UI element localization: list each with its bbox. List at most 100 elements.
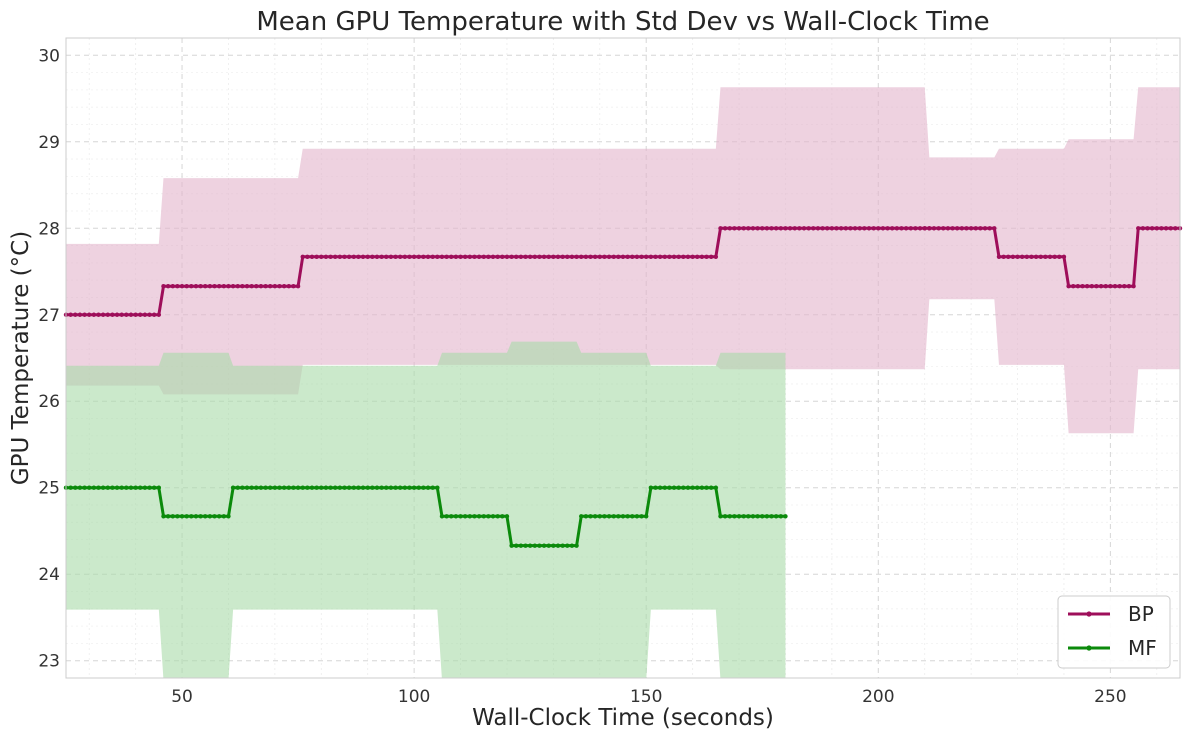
series-marker-bp (773, 226, 779, 231)
series-marker-bp (151, 312, 157, 317)
series-marker-bp (407, 254, 412, 260)
x-tick-label: 100 (398, 687, 430, 707)
series-marker-bp (992, 226, 997, 231)
series-marker-bp (1140, 226, 1146, 231)
y-tick-label: 25 (38, 479, 60, 499)
series-marker-bp (806, 226, 811, 231)
series-marker-mf (476, 514, 482, 519)
series-marker-mf (258, 485, 264, 490)
series-marker-mf (156, 485, 162, 490)
series-marker-mf (458, 514, 463, 519)
series-marker-mf (207, 514, 213, 519)
series-marker-bp (1066, 284, 1071, 289)
series-marker-bp (277, 284, 282, 289)
series-marker-mf (634, 514, 640, 519)
series-marker-mf (323, 485, 329, 490)
series-marker-bp (866, 226, 872, 231)
series-marker-mf (722, 514, 728, 519)
series-marker-bp (87, 312, 92, 317)
series-marker-mf (653, 485, 658, 490)
series-marker-mf (439, 514, 445, 519)
series-marker-bp (704, 254, 709, 260)
series-marker-bp (96, 312, 101, 317)
series-marker-bp (110, 312, 115, 317)
series-marker-bp (1163, 226, 1169, 231)
series-marker-bp (699, 254, 705, 260)
series-marker-mf (351, 485, 356, 490)
series-marker-bp (453, 254, 459, 260)
series-marker-bp (105, 312, 110, 317)
series-marker-mf (133, 485, 138, 490)
series-marker-mf (314, 485, 319, 490)
series-marker-bp (1159, 226, 1164, 231)
series-marker-bp (500, 254, 505, 260)
series-marker-bp (216, 284, 222, 289)
series-marker-bp (221, 284, 227, 289)
series-marker-mf (374, 485, 380, 490)
series-marker-bp (333, 254, 338, 260)
series-marker-bp (797, 226, 802, 231)
series-marker-mf (277, 485, 282, 490)
series-marker-bp (360, 254, 366, 260)
y-tick-label: 30 (38, 46, 60, 66)
series-marker-bp (77, 312, 83, 317)
series-marker-mf (541, 543, 547, 548)
series-marker-bp (175, 284, 180, 289)
series-marker-bp (941, 226, 946, 231)
series-marker-bp (193, 284, 199, 289)
series-marker-mf (551, 543, 556, 548)
series-marker-bp (681, 254, 686, 260)
series-marker-mf (147, 485, 152, 490)
series-marker-mf (300, 485, 305, 490)
series-marker-bp (226, 284, 231, 289)
series-marker-bp (648, 254, 654, 260)
series-marker-bp (565, 254, 570, 260)
y-tick-label: 26 (38, 392, 60, 412)
series-marker-bp (462, 254, 468, 260)
series-marker-bp (690, 254, 695, 260)
series-marker-bp (504, 254, 510, 260)
series-marker-bp (1103, 284, 1108, 289)
series-marker-bp (68, 312, 73, 317)
series-marker-mf (602, 514, 607, 519)
series-marker-mf (272, 485, 278, 490)
series-marker-mf (421, 485, 426, 490)
series-marker-bp (1154, 226, 1159, 231)
series-marker-mf (240, 485, 245, 490)
series-marker-mf (699, 485, 705, 490)
series-marker-mf (425, 485, 431, 490)
series-marker-bp (890, 226, 895, 231)
series-marker-mf (732, 514, 737, 519)
series-marker-bp (903, 226, 909, 231)
series-marker-bp (1075, 284, 1081, 289)
series-marker-bp (449, 254, 454, 260)
series-marker-bp (792, 226, 797, 231)
series-marker-bp (862, 226, 867, 231)
series-marker-bp (1136, 226, 1141, 231)
series-marker-mf (606, 514, 612, 519)
series-marker-bp (411, 254, 417, 260)
series-marker-bp (671, 254, 677, 260)
series-marker-bp (662, 254, 667, 260)
series-marker-mf (184, 514, 189, 519)
series-marker-mf (449, 514, 454, 519)
series-marker-mf (579, 514, 584, 519)
series-marker-bp (203, 284, 208, 289)
series-marker-bp (885, 226, 890, 231)
series-marker-bp (801, 226, 807, 231)
series-marker-mf (681, 485, 686, 490)
series-marker-mf (342, 485, 347, 490)
series-marker-bp (1057, 254, 1062, 260)
series-marker-bp (815, 226, 821, 231)
series-marker-bp (838, 226, 844, 231)
series-marker-bp (444, 254, 449, 260)
series-marker-bp (100, 312, 106, 317)
series-marker-mf (77, 485, 83, 490)
series-marker-bp (1094, 284, 1099, 289)
series-marker-bp (657, 254, 663, 260)
series-marker-mf (430, 485, 435, 490)
series-marker-bp (955, 226, 960, 231)
series-marker-bp (1112, 284, 1118, 289)
series-marker-bp (755, 226, 760, 231)
series-marker-mf (105, 485, 110, 490)
